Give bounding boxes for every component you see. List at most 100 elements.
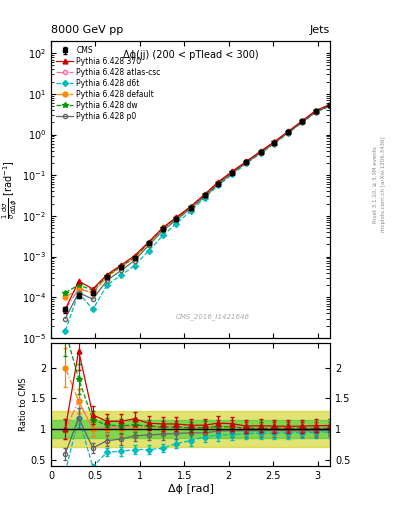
Pythia 6.428 370 bbox=[258, 148, 263, 154]
Pythia 6.428 370 bbox=[76, 278, 81, 284]
Pythia 6.428 dw bbox=[63, 290, 68, 296]
Pythia 6.428 default bbox=[90, 290, 95, 296]
Pythia 6.428 p0 bbox=[76, 290, 81, 296]
Pythia 6.428 dw bbox=[230, 169, 235, 175]
Line: Pythia 6.428 atlas-csc: Pythia 6.428 atlas-csc bbox=[63, 103, 332, 312]
Pythia 6.428 370 bbox=[188, 203, 193, 209]
Pythia 6.428 p0 bbox=[272, 140, 276, 146]
Pythia 6.428 dw bbox=[161, 225, 165, 231]
Bar bbox=[51, 420, 330, 438]
Pythia 6.428 370 bbox=[132, 252, 137, 259]
Line: Pythia 6.428 d6t: Pythia 6.428 d6t bbox=[63, 104, 332, 333]
Pythia 6.428 dw bbox=[313, 108, 318, 114]
Line: Pythia 6.428 p0: Pythia 6.428 p0 bbox=[63, 104, 332, 321]
Pythia 6.428 default bbox=[202, 192, 207, 198]
Pythia 6.428 atlas-csc bbox=[272, 139, 276, 145]
Line: Pythia 6.428 default: Pythia 6.428 default bbox=[63, 103, 332, 300]
Pythia 6.428 p0 bbox=[188, 206, 193, 212]
Pythia 6.428 atlas-csc bbox=[202, 191, 207, 198]
Pythia 6.428 atlas-csc bbox=[161, 225, 165, 231]
Pythia 6.428 atlas-csc bbox=[313, 108, 318, 114]
Pythia 6.428 d6t bbox=[105, 282, 109, 288]
Pythia 6.428 370 bbox=[216, 179, 220, 185]
Pythia 6.428 atlas-csc bbox=[300, 118, 305, 124]
Pythia 6.428 atlas-csc bbox=[147, 240, 151, 246]
Pythia 6.428 default bbox=[230, 169, 235, 176]
Pythia 6.428 d6t bbox=[161, 232, 165, 239]
Pythia 6.428 p0 bbox=[161, 227, 165, 233]
Pythia 6.428 dw bbox=[328, 102, 332, 109]
Pythia 6.428 dw bbox=[90, 287, 95, 293]
Pythia 6.428 d6t bbox=[244, 160, 249, 166]
Pythia 6.428 d6t bbox=[202, 195, 207, 201]
Pythia 6.428 d6t bbox=[174, 221, 179, 227]
Text: CMS_2016_I1421646: CMS_2016_I1421646 bbox=[176, 313, 250, 320]
Pythia 6.428 d6t bbox=[119, 272, 124, 278]
Pythia 6.428 default bbox=[76, 286, 81, 292]
Pythia 6.428 atlas-csc bbox=[132, 254, 137, 261]
Pythia 6.428 atlas-csc bbox=[174, 215, 179, 221]
Pythia 6.428 370 bbox=[161, 224, 165, 230]
Pythia 6.428 p0 bbox=[147, 242, 151, 248]
Pythia 6.428 p0 bbox=[328, 103, 332, 109]
Pythia 6.428 370 bbox=[230, 168, 235, 175]
Text: 8000 GeV pp: 8000 GeV pp bbox=[51, 25, 123, 35]
Pythia 6.428 370 bbox=[272, 139, 276, 145]
Pythia 6.428 atlas-csc bbox=[328, 102, 332, 108]
Pythia 6.428 default bbox=[300, 118, 305, 124]
Pythia 6.428 atlas-csc bbox=[286, 129, 290, 135]
Pythia 6.428 370 bbox=[119, 262, 124, 268]
Pythia 6.428 dw bbox=[286, 129, 290, 135]
X-axis label: Δϕ [rad]: Δϕ [rad] bbox=[167, 483, 214, 494]
Pythia 6.428 d6t bbox=[272, 141, 276, 147]
Pythia 6.428 default bbox=[258, 149, 263, 155]
Pythia 6.428 atlas-csc bbox=[216, 180, 220, 186]
Pythia 6.428 370 bbox=[90, 286, 95, 292]
Pythia 6.428 default bbox=[328, 102, 332, 109]
Pythia 6.428 atlas-csc bbox=[230, 169, 235, 175]
Line: Pythia 6.428 370: Pythia 6.428 370 bbox=[63, 102, 332, 312]
Pythia 6.428 d6t bbox=[286, 130, 290, 136]
Pythia 6.428 dw bbox=[147, 240, 151, 246]
Pythia 6.428 dw bbox=[300, 118, 305, 124]
Pythia 6.428 p0 bbox=[90, 296, 95, 302]
Pythia 6.428 370 bbox=[105, 271, 109, 278]
Pythia 6.428 dw bbox=[132, 254, 137, 261]
Pythia 6.428 d6t bbox=[188, 208, 193, 215]
Pythia 6.428 d6t bbox=[147, 248, 151, 254]
Pythia 6.428 370 bbox=[174, 215, 179, 221]
Y-axis label: Ratio to CMS: Ratio to CMS bbox=[19, 378, 28, 431]
Pythia 6.428 370 bbox=[286, 129, 290, 135]
Text: mcplots.cern.ch [arXiv:1306.3436]: mcplots.cern.ch [arXiv:1306.3436] bbox=[381, 137, 386, 232]
Pythia 6.428 p0 bbox=[105, 278, 109, 284]
Pythia 6.428 p0 bbox=[313, 109, 318, 115]
Pythia 6.428 default bbox=[147, 240, 151, 246]
Pythia 6.428 p0 bbox=[63, 315, 68, 322]
Pythia 6.428 atlas-csc bbox=[90, 290, 95, 296]
Pythia 6.428 d6t bbox=[76, 290, 81, 296]
Bar bbox=[51, 411, 330, 447]
Pythia 6.428 atlas-csc bbox=[258, 149, 263, 155]
Line: Pythia 6.428 dw: Pythia 6.428 dw bbox=[62, 102, 333, 295]
Pythia 6.428 370 bbox=[202, 191, 207, 197]
Pythia 6.428 default bbox=[161, 225, 165, 231]
Pythia 6.428 370 bbox=[147, 239, 151, 245]
Pythia 6.428 dw bbox=[119, 263, 124, 269]
Pythia 6.428 dw bbox=[202, 192, 207, 198]
Pythia 6.428 d6t bbox=[132, 263, 137, 269]
Pythia 6.428 d6t bbox=[90, 306, 95, 312]
Pythia 6.428 d6t bbox=[63, 328, 68, 334]
Pythia 6.428 dw bbox=[76, 282, 81, 288]
Pythia 6.428 default bbox=[132, 255, 137, 261]
Pythia 6.428 370 bbox=[244, 158, 249, 164]
Text: Rivet 3.1.10, ≥ 3.3M events: Rivet 3.1.10, ≥ 3.3M events bbox=[373, 146, 378, 223]
Pythia 6.428 atlas-csc bbox=[105, 273, 109, 279]
Pythia 6.428 370 bbox=[313, 108, 318, 114]
Text: Δϕ(jj) (200 < pTlead < 300): Δϕ(jj) (200 < pTlead < 300) bbox=[123, 50, 259, 60]
Pythia 6.428 default bbox=[119, 264, 124, 270]
Pythia 6.428 atlas-csc bbox=[244, 159, 249, 165]
Pythia 6.428 p0 bbox=[132, 258, 137, 264]
Pythia 6.428 p0 bbox=[174, 217, 179, 223]
Pythia 6.428 dw bbox=[188, 204, 193, 210]
Pythia 6.428 370 bbox=[300, 118, 305, 124]
